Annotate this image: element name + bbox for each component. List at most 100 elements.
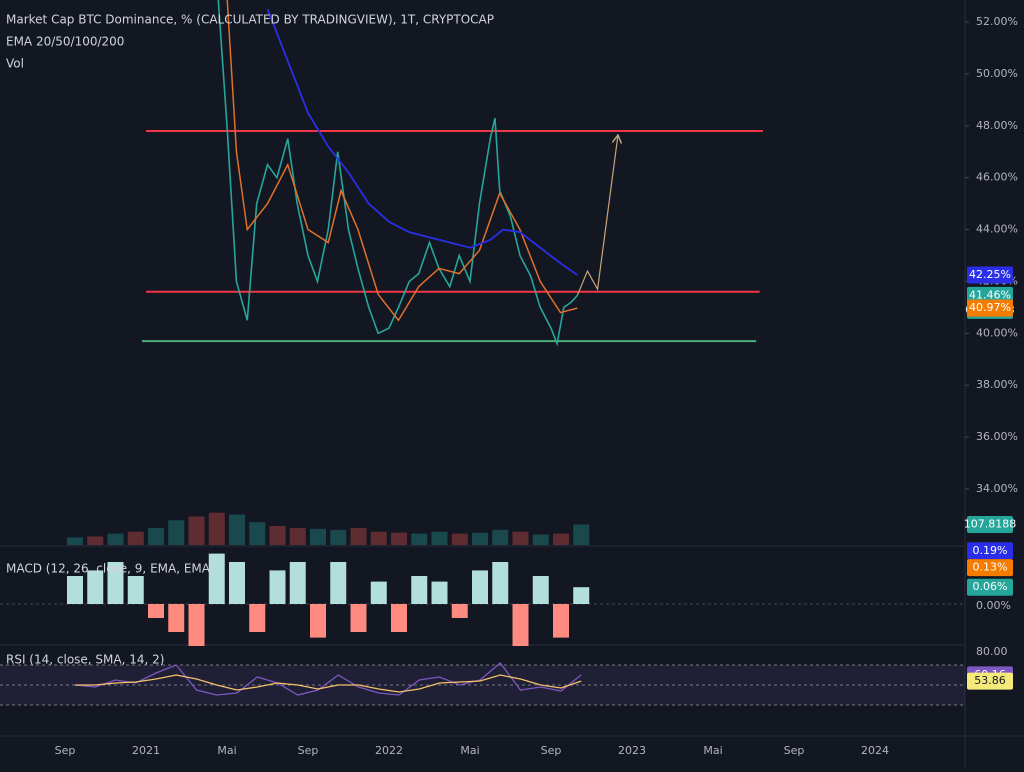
macd-bar bbox=[492, 562, 509, 604]
time-tick-label: Sep bbox=[784, 744, 805, 757]
time-tick-label: Mai bbox=[703, 744, 722, 757]
price-tick-label: 52.00% bbox=[976, 15, 1018, 28]
price-badge bbox=[967, 542, 1013, 560]
price-tick-label: 48.00% bbox=[976, 119, 1018, 132]
macd-bar bbox=[208, 553, 225, 604]
price-line bbox=[217, 0, 578, 347]
time-tick-label: Sep bbox=[541, 744, 562, 757]
price-badge bbox=[967, 516, 1013, 534]
volume-bar bbox=[532, 534, 549, 545]
macd-bar bbox=[127, 576, 144, 604]
badge-label: 0.19% bbox=[973, 544, 1008, 557]
macd-bar bbox=[350, 604, 367, 632]
ema-line bbox=[226, 0, 578, 322]
volume-bar bbox=[87, 536, 104, 545]
macd-bar bbox=[249, 604, 266, 632]
volume-bar bbox=[229, 514, 245, 545]
price-tick-label: 38.00% bbox=[976, 378, 1018, 391]
volume-bar bbox=[350, 527, 367, 545]
rsi-ma-line bbox=[75, 674, 582, 693]
volume-bar bbox=[310, 528, 326, 545]
badge-label: 40.97% bbox=[969, 301, 1011, 314]
macd-bar bbox=[87, 570, 104, 604]
volume-bar bbox=[168, 520, 185, 545]
price-tick-label: 40.00% bbox=[976, 326, 1018, 339]
volume-bar bbox=[208, 512, 225, 545]
price-tick-label: 34.00% bbox=[976, 482, 1018, 495]
volume-bar bbox=[573, 524, 590, 545]
badge-label: 0.06% bbox=[973, 580, 1008, 593]
volume-bar bbox=[249, 522, 266, 545]
volume-bar bbox=[391, 532, 407, 545]
price-tick-label: 46.00% bbox=[976, 171, 1018, 184]
volume-bar bbox=[472, 532, 488, 545]
badge-label: 0.13% bbox=[973, 561, 1008, 574]
price-tick-label: 36.00% bbox=[976, 430, 1018, 443]
badge-label: 42.25% bbox=[969, 268, 1011, 281]
time-tick-label: Mai bbox=[217, 744, 236, 757]
macd-bar bbox=[573, 587, 590, 604]
volume-bar bbox=[370, 531, 387, 545]
macd-bar bbox=[148, 604, 164, 618]
volume-legend[interactable]: Vol bbox=[6, 57, 24, 71]
price-badge bbox=[967, 266, 1013, 284]
ema-200-line bbox=[266, 8, 578, 276]
time-tick-label: Sep bbox=[298, 744, 319, 757]
rsi-line bbox=[74, 662, 582, 696]
macd-bar bbox=[289, 562, 306, 604]
volume-bar bbox=[451, 533, 468, 545]
macd-bar bbox=[168, 604, 185, 632]
macd-bar bbox=[107, 562, 124, 604]
macd-bar bbox=[553, 604, 569, 638]
macd-legend[interactable]: MACD (12, 26, close, 9, EMA, EMA) bbox=[6, 562, 215, 576]
macd-bar bbox=[411, 576, 428, 604]
macd-bar bbox=[391, 604, 407, 632]
macd-tick-label: 0.00% bbox=[976, 599, 1011, 612]
macd-bar bbox=[330, 562, 347, 604]
symbol-title[interactable]: Market Cap BTC Dominance, % (CALCULATED … bbox=[6, 13, 494, 27]
plot-layer: 52.00%50.00%48.00%46.00%44.00%42.00%40.0… bbox=[0, 0, 1018, 757]
volume-bar bbox=[148, 527, 164, 545]
price-badge bbox=[967, 299, 1013, 317]
indicator-legend[interactable]: EMA 20/50/100/200 bbox=[6, 35, 124, 49]
macd-bar bbox=[512, 604, 529, 646]
volume-bar bbox=[127, 531, 144, 545]
macd-bar bbox=[310, 604, 326, 638]
volume-bar bbox=[553, 533, 569, 545]
volume-bar bbox=[512, 531, 529, 545]
rsi-tick-label: 80.00 bbox=[976, 645, 1008, 658]
price-tick-label: 44.00% bbox=[976, 223, 1018, 236]
volume-bar bbox=[492, 529, 509, 545]
volume-bar bbox=[67, 537, 83, 545]
badge-label: 41.46% bbox=[969, 288, 1011, 301]
volume-bar bbox=[330, 529, 347, 545]
macd-bar bbox=[472, 570, 488, 604]
macd-bar bbox=[188, 604, 205, 646]
macd-bar bbox=[269, 570, 286, 604]
time-tick-label: 2022 bbox=[375, 744, 403, 757]
volume-bar bbox=[411, 533, 428, 545]
price-badge bbox=[967, 559, 1013, 577]
time-tick-label: 2021 bbox=[132, 744, 160, 757]
macd-bar bbox=[67, 576, 83, 604]
time-tick-label: 2024 bbox=[861, 744, 889, 757]
time-tick-label: Mai bbox=[460, 744, 479, 757]
time-tick-label: Sep bbox=[55, 744, 76, 757]
macd-bar bbox=[229, 562, 245, 604]
volume-bar bbox=[107, 533, 124, 545]
price-tick-label: 50.00% bbox=[976, 67, 1018, 80]
time-tick-label: 2023 bbox=[618, 744, 646, 757]
macd-bar bbox=[451, 604, 468, 618]
price-badge bbox=[967, 578, 1013, 596]
projection-arrow bbox=[576, 136, 618, 296]
badge-label: 107.8188 bbox=[964, 518, 1017, 531]
volume-bar bbox=[188, 516, 205, 545]
price-badge bbox=[967, 672, 1013, 690]
volume-bar bbox=[289, 527, 306, 545]
rsi-legend[interactable]: RSI (14, close, SMA, 14, 2) bbox=[6, 653, 164, 667]
macd-bar bbox=[431, 581, 448, 604]
macd-bar bbox=[532, 576, 549, 604]
volume-bar bbox=[269, 526, 286, 545]
